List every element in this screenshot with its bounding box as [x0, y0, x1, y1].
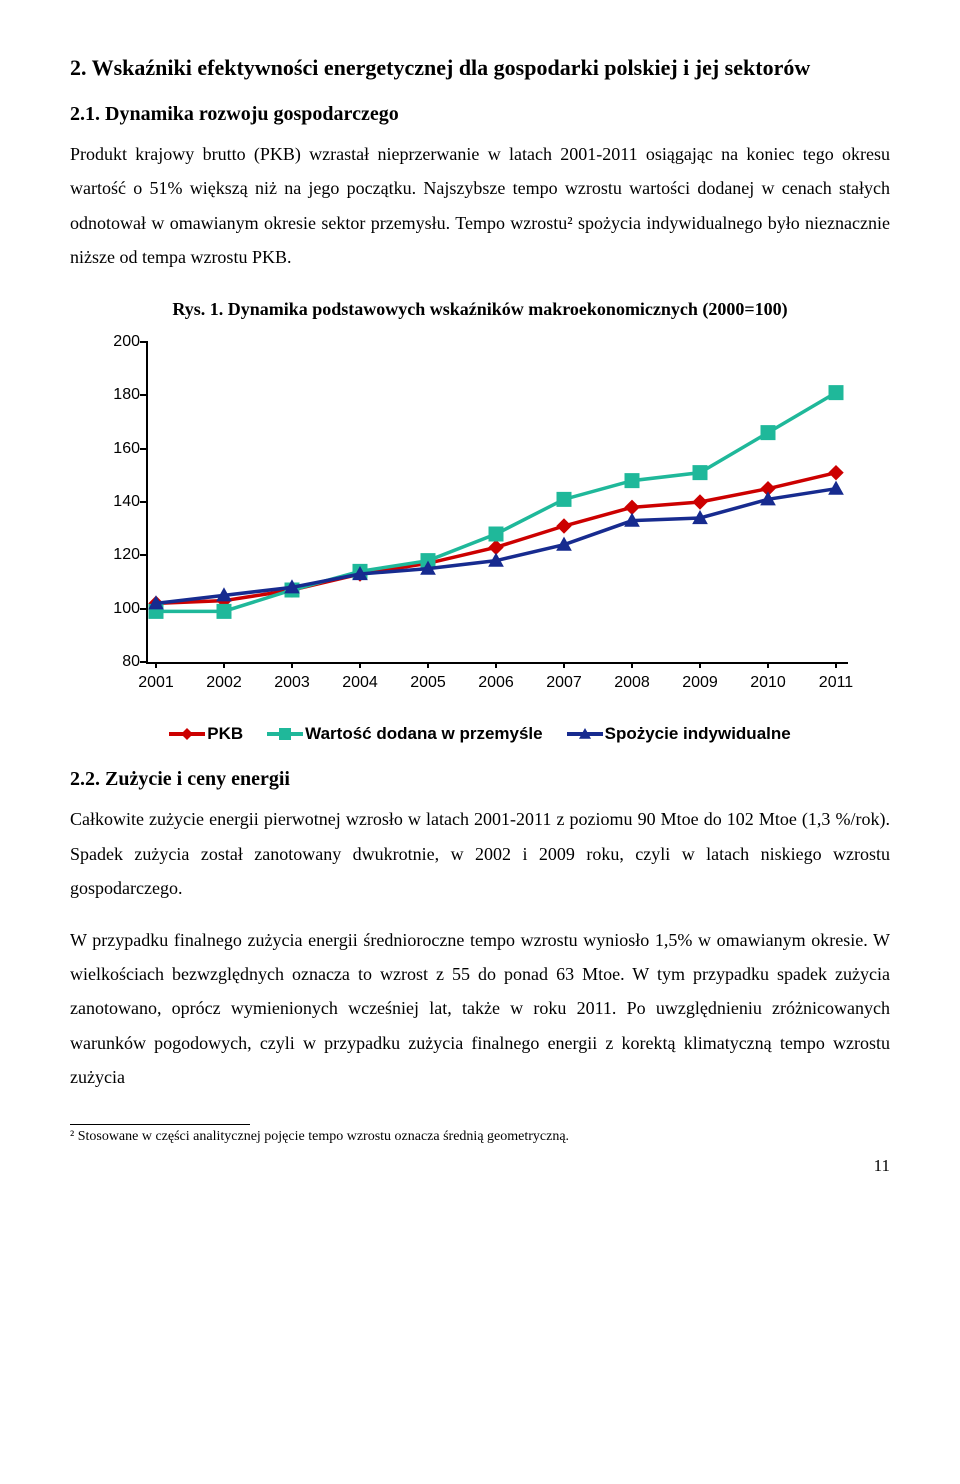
line-chart: 8010012014016018020020012002200320042005… — [90, 332, 870, 712]
x-axis-label: 2007 — [546, 668, 582, 698]
y-axis-label: 140 — [113, 487, 140, 517]
series-marker — [557, 492, 571, 506]
paragraph-2: Całkowite zużycie energii pierwotnej wzr… — [70, 802, 890, 905]
x-axis-label: 2003 — [274, 668, 310, 698]
series-marker — [625, 474, 639, 488]
y-axis-label: 120 — [113, 540, 140, 570]
legend-item: PKB — [169, 718, 243, 750]
x-axis-label: 2011 — [819, 668, 853, 698]
series-marker — [557, 519, 571, 533]
series-marker — [693, 495, 707, 509]
x-axis-label: 2006 — [478, 668, 514, 698]
series-marker — [625, 500, 639, 514]
x-axis-label: 2009 — [682, 668, 718, 698]
page-number: 11 — [70, 1150, 890, 1182]
figure-caption: Rys. 1. Dynamika podstawowych wskaźników… — [70, 292, 890, 326]
y-axis-label: 200 — [113, 327, 140, 357]
footnote-rule — [70, 1124, 250, 1125]
y-axis-label: 180 — [113, 380, 140, 410]
x-axis-label: 2008 — [614, 668, 650, 698]
x-axis-label: 2004 — [342, 668, 378, 698]
legend-label: Wartość dodana w przemyśle — [305, 718, 542, 750]
series-marker — [693, 466, 707, 480]
section-heading-2: 2.1. Dynamika rozwoju gospodarczego — [70, 95, 890, 133]
chart-legend: PKB Wartość dodana w przemyśle Spożycie in… — [90, 718, 870, 750]
legend-label: PKB — [207, 718, 243, 750]
series-marker — [761, 426, 775, 440]
series-marker — [489, 540, 503, 554]
series-marker — [829, 466, 843, 480]
y-axis-label: 160 — [113, 434, 140, 464]
series-line — [156, 393, 836, 612]
series-marker — [217, 604, 231, 618]
x-axis-label: 2005 — [410, 668, 446, 698]
section-heading-3: 2.2. Zużycie i ceny energii — [70, 760, 890, 798]
x-axis-label: 2002 — [206, 668, 242, 698]
series-marker — [489, 527, 503, 541]
section-heading-1: 2. Wskaźniki efektywności energetycznej … — [70, 50, 890, 85]
chart-lines — [146, 342, 846, 662]
legend-label: Spożycie indywidualne — [605, 718, 791, 750]
y-axis-label: 100 — [113, 594, 140, 624]
x-axis-label: 2001 — [138, 668, 174, 698]
chart-container: 8010012014016018020020012002200320042005… — [90, 332, 870, 750]
legend-item: Spożycie indywidualne — [567, 718, 791, 750]
paragraph-1: Produkt krajowy brutto (PKB) wzrastał ni… — [70, 137, 890, 274]
x-axis-label: 2010 — [750, 668, 786, 698]
legend-item: Wartość dodana w przemyśle — [267, 718, 542, 750]
footnote: ² Stosowane w części analitycznej pojęci… — [70, 1128, 890, 1146]
paragraph-3: W przypadku finalnego zużycia energii śr… — [70, 923, 890, 1094]
series-marker — [829, 386, 843, 400]
